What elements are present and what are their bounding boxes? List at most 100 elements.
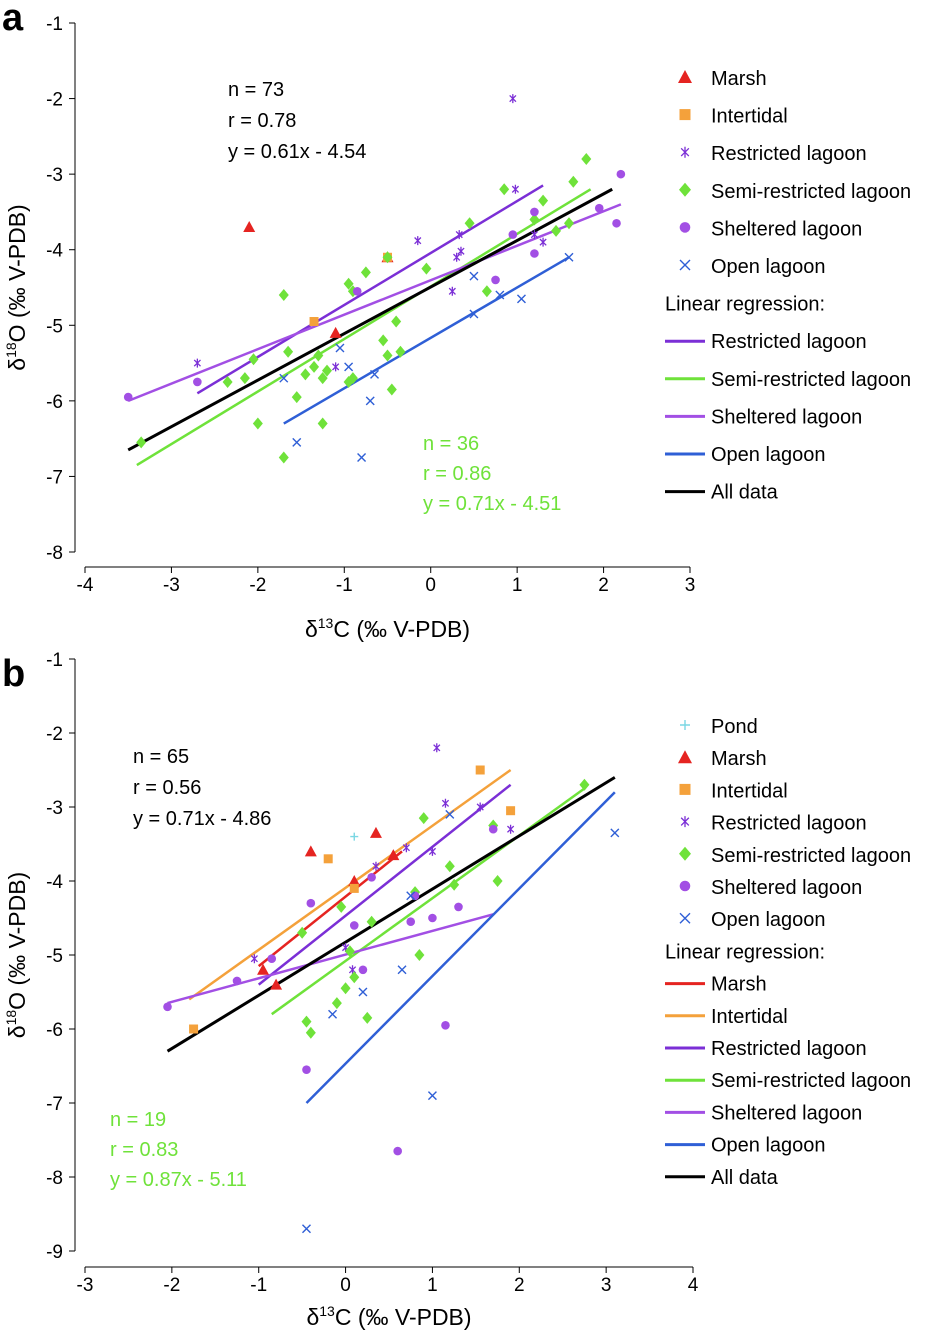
- y-tick-label: -3: [46, 798, 63, 819]
- data-point-sheltered: [488, 824, 498, 834]
- data-point-semirestricted: [331, 997, 342, 1010]
- series-sheltered: [163, 824, 498, 1156]
- data-point-semirestricted: [538, 194, 549, 207]
- legend-marker-open: [679, 259, 691, 271]
- data-point-semirestricted: [414, 949, 425, 961]
- regression-line-open: [283, 256, 570, 425]
- legend-marker-marsh: [678, 70, 692, 83]
- data-point-semirestricted: [421, 262, 432, 275]
- data-point-semirestricted: [382, 251, 393, 264]
- data-point-sheltered: [358, 965, 368, 975]
- chart-panel-b: b -9 -8 -7 -6 -5 -4 -3 -2 -1 -3 -2 -1 0 1 2 3 4 δ13C (‰ V-…: [2, 650, 911, 1330]
- y-axis-title: δ18O (‰ V-PDB): [3, 204, 30, 370]
- series-intertidal: [189, 765, 516, 1034]
- series-restricted: [250, 743, 515, 975]
- y-tick-label: -7: [46, 1094, 63, 1115]
- data-point-semirestricted: [581, 153, 592, 166]
- data-point-semirestricted: [239, 372, 250, 385]
- annotation-semirestricted: r = 0.86: [423, 463, 491, 485]
- series-semirestricted: [136, 153, 592, 464]
- data-point-semirestricted: [492, 875, 503, 887]
- data-point-open: [427, 1091, 437, 1101]
- x-tick-label: 2: [598, 575, 609, 596]
- legend-marker-restricted: [680, 816, 690, 828]
- legend-marker-open: [679, 912, 691, 924]
- data-point-sheltered: [232, 976, 242, 986]
- legend-label: Sheltered lagoon: [711, 877, 862, 899]
- data-point-intertidal: [323, 854, 333, 864]
- x-tick-label: -1: [250, 1275, 267, 1296]
- legend-marker-restricted: [680, 146, 690, 158]
- data-point-open: [292, 437, 302, 447]
- data-point-open: [365, 396, 375, 406]
- data-point-restricted: [250, 954, 258, 964]
- panel-label: b: [2, 653, 25, 695]
- data-point-open: [328, 1009, 338, 1019]
- data-point-semirestricted: [418, 812, 429, 825]
- x-tick-label: -1: [336, 575, 353, 596]
- data-point-open: [301, 1224, 311, 1234]
- data-point-intertidal: [349, 883, 359, 893]
- y-tick-label: -2: [46, 90, 63, 111]
- data-point-semirestricted: [309, 360, 320, 373]
- data-point-restricted: [506, 824, 515, 834]
- data-point-marsh: [270, 978, 283, 990]
- data-point-open: [445, 809, 455, 819]
- series-open: [279, 252, 574, 463]
- data-point-semirestricted: [347, 372, 358, 385]
- data-point-semirestricted: [362, 1011, 373, 1024]
- regression-line-sheltered: [127, 203, 622, 403]
- series-sheltered: [123, 169, 626, 402]
- data-point-semirestricted: [349, 971, 360, 984]
- data-point-intertidal: [189, 1024, 199, 1034]
- data-point-semirestricted: [322, 364, 332, 377]
- data-point-marsh: [304, 845, 317, 857]
- data-point-semirestricted: [378, 334, 389, 347]
- data-point-semirestricted: [283, 345, 294, 358]
- annotation-all-data: n = 73: [228, 79, 284, 101]
- data-point-marsh: [369, 826, 382, 838]
- data-point-semirestricted: [336, 900, 347, 913]
- x-tick-label: -4: [77, 575, 94, 596]
- y-tick-label: -6: [46, 1020, 63, 1041]
- annotation-all-data: y = 0.61x - 4.54: [228, 141, 366, 163]
- legend-marker-intertidal: [679, 109, 691, 121]
- data-point-restricted: [476, 802, 484, 812]
- data-point-semirestricted: [343, 277, 354, 290]
- panel-label: a: [2, 0, 24, 39]
- data-point-restricted: [402, 843, 410, 853]
- y-tick-label: -5: [46, 316, 63, 337]
- chart-panel-a: a -8 -7 -6 -5 -4 -3 -2 -1 -4 -3 -2 -1 0 1 2 3 δ13C (‰ V-P…: [2, 0, 911, 642]
- x-tick-label: 3: [601, 1275, 612, 1296]
- data-point-semirestricted: [301, 1015, 312, 1028]
- x-tick-label: -3: [163, 575, 180, 596]
- data-point-semirestricted: [464, 217, 475, 230]
- data-point-intertidal: [309, 317, 319, 327]
- data-point-semirestricted: [317, 417, 328, 430]
- data-point-restricted: [539, 237, 547, 247]
- data-point-restricted: [372, 861, 380, 871]
- data-point-sheltered: [491, 275, 500, 285]
- legend-label: Restricted lagoon: [711, 1038, 867, 1060]
- x-tick-label: 1: [427, 1275, 438, 1296]
- legend-label: Semi-restricted lagoon: [711, 845, 911, 867]
- data-point-restricted: [414, 236, 422, 246]
- legend-marker-sheltered: [679, 222, 691, 233]
- data-point-sheltered: [530, 207, 539, 217]
- x-tick-label: 2: [514, 1275, 525, 1296]
- legend-regression-title: Linear regression:: [665, 941, 825, 963]
- data-point-sheltered: [594, 203, 604, 213]
- data-point-semirestricted: [344, 945, 355, 958]
- y-tick-label: -8: [46, 1168, 63, 1189]
- data-point-open: [469, 309, 479, 319]
- annotation-semirestricted: n = 36: [423, 433, 479, 455]
- legend-label: Pond: [711, 716, 758, 738]
- legend-label: Marsh: [711, 748, 767, 770]
- data-point-marsh: [348, 875, 361, 886]
- data-point-sheltered: [367, 873, 376, 882]
- legend-label: Open lagoon: [711, 444, 826, 466]
- data-point-semirestricted: [248, 353, 259, 366]
- x-axis-title: δ13C (‰ V-PDB): [306, 1303, 471, 1330]
- y-tick-label: -1: [46, 650, 63, 671]
- annotation-all-data: n = 65: [133, 746, 189, 768]
